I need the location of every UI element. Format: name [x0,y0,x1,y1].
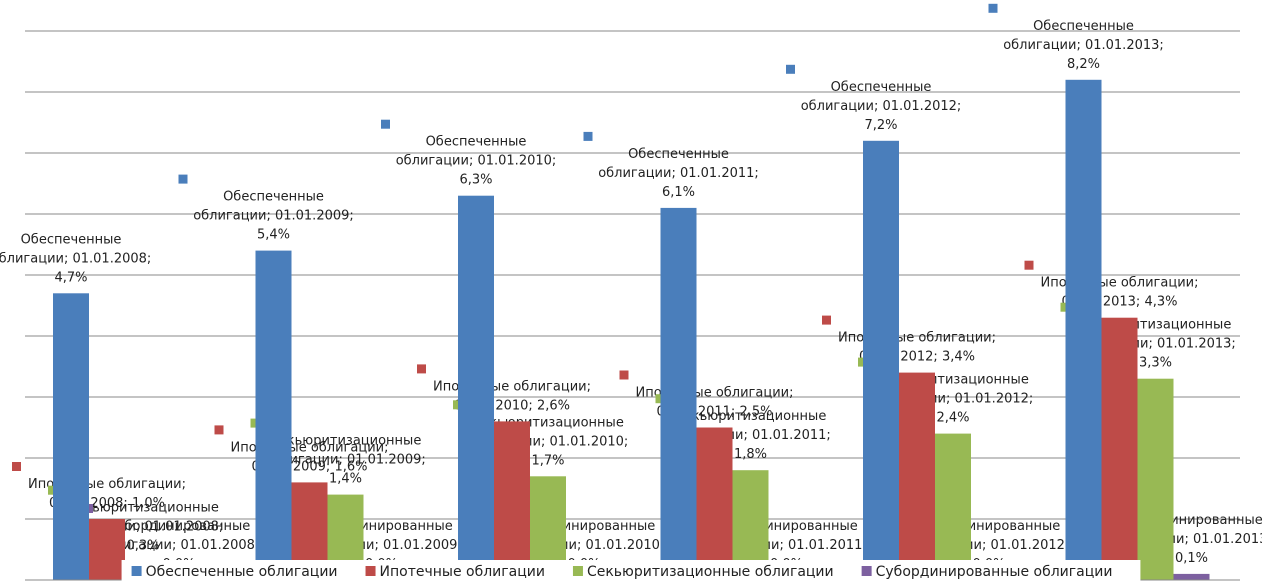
legend: Обеспеченные облигации Ипотечные облигаци… [131,564,1113,580]
label-marker [250,418,260,428]
legend-background [121,560,1141,582]
label-marker [988,3,998,13]
label-marker [214,425,224,435]
data-label: Секьюритизационные облигации; 01.01.2009;… [265,434,426,487]
label-marker [583,131,593,141]
label-marker [858,357,867,367]
bar [494,421,530,580]
bar [863,140,899,581]
data-label: Обеспеченные облигации; 01.01.2009; 5,4% [193,190,354,243]
bar [1137,378,1174,580]
data-label: Обеспеченные облигации; 01.01.2008; 4,7% [0,232,151,285]
label-marker [1060,302,1070,312]
legend-swatch [861,566,872,576]
legend-swatch [131,566,142,576]
bar [53,293,89,580]
label-marker [619,370,629,380]
label-marker [178,174,188,184]
label-marker [822,315,831,325]
legend-swatch [572,566,583,576]
label-marker [1024,260,1034,270]
bar [1101,317,1138,580]
data-label: Обеспеченные облигации; 01.01.2013; 8,2% [1003,19,1164,72]
label-marker [381,119,390,129]
data-label: Обеспеченные облигации; 01.01.2011; 6,1% [598,147,759,200]
bar [1065,79,1102,581]
label-marker [453,400,462,410]
bar [660,207,697,580]
label-marker [417,364,426,374]
legend-label: Обеспеченные облигации [146,564,338,580]
legend-label: Субординированные облигации [876,564,1113,580]
label-marker [655,394,665,404]
bar [89,519,125,580]
label-marker [48,485,57,495]
label-marker [786,64,795,74]
legend-swatch [365,566,376,576]
data-label: Обеспеченные облигации; 01.01.2010; 6,3% [396,135,557,188]
bar [1173,573,1210,580]
legend-label: Секьюритизационные облигации [587,564,834,580]
bar [255,250,292,580]
bar [899,372,935,580]
legend-label: Ипотечные облигации [380,564,545,580]
bar [696,427,733,580]
bar [458,195,494,580]
data-label: Обеспеченные облигации; 01.01.2012; 7,2% [801,80,962,133]
bar [935,433,971,580]
label-marker [12,462,21,471]
